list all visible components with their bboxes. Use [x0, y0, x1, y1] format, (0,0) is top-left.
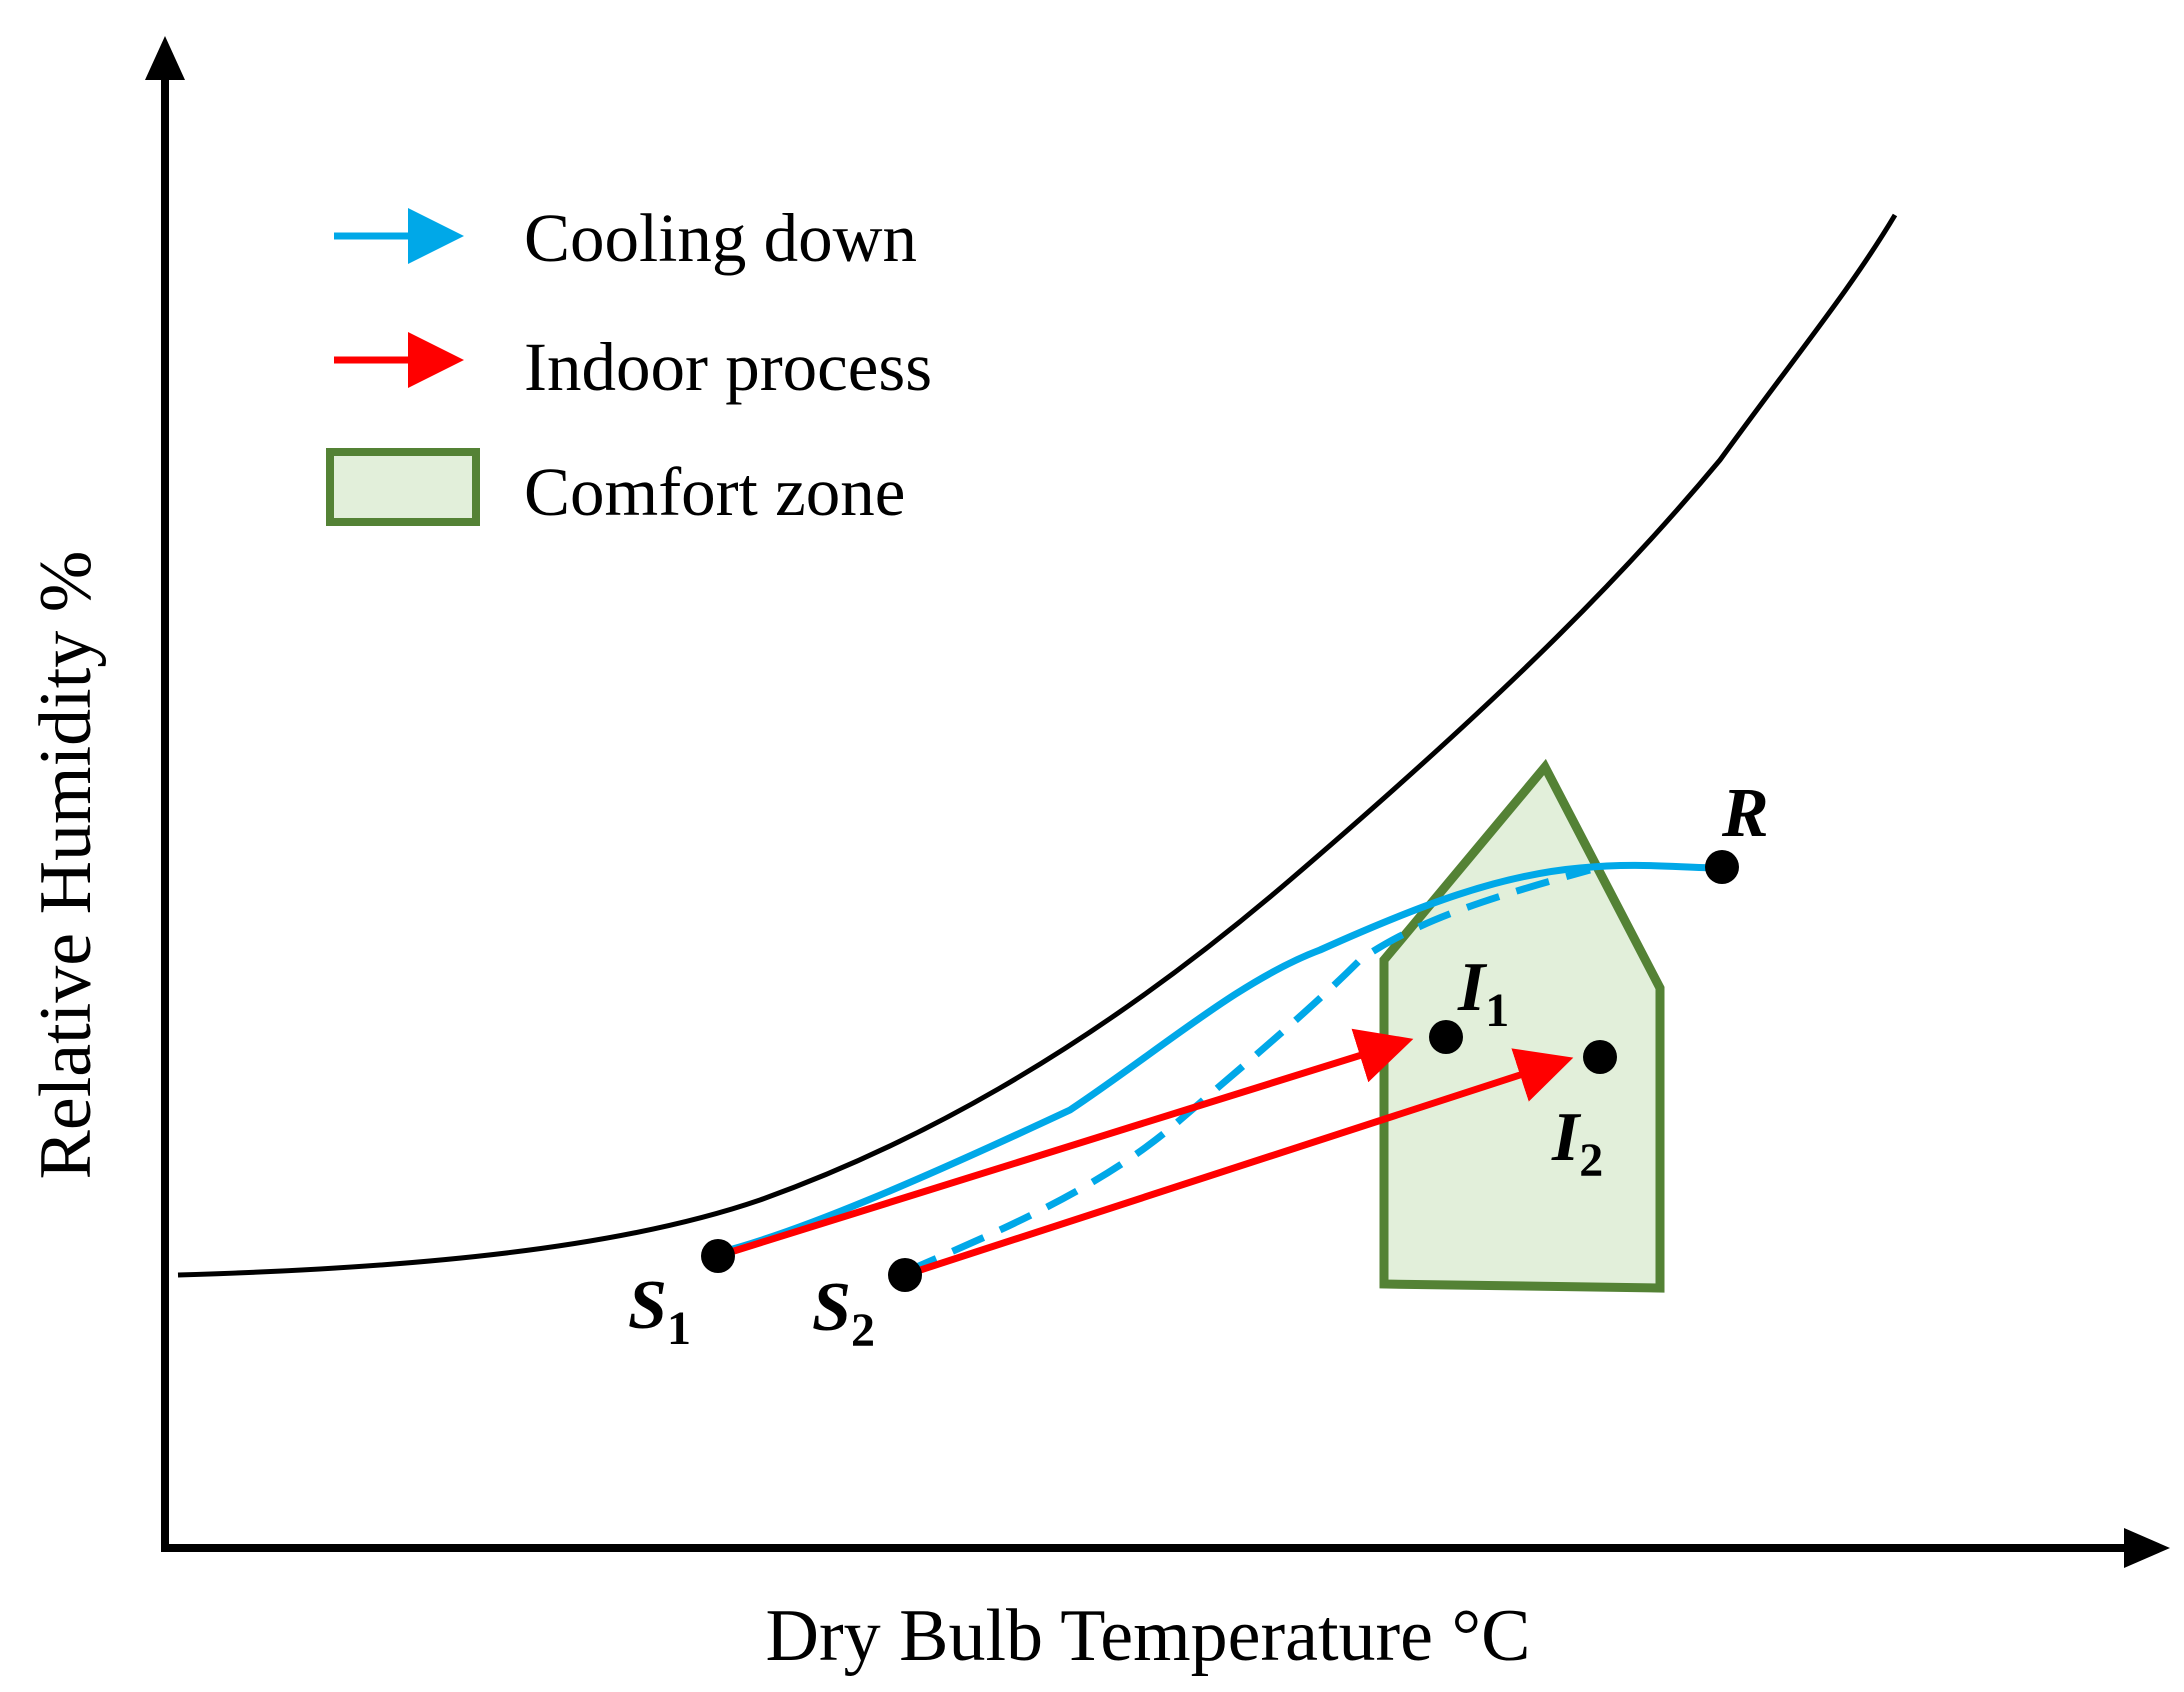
x-axis-arrowhead [2124, 1528, 2170, 1568]
point-i1-label: I1 [1457, 949, 1509, 1037]
legend-item-comfort: Comfort zone [326, 448, 905, 530]
point-i1-marker [1429, 1020, 1463, 1054]
legend-indoor-label: Indoor process [524, 329, 932, 405]
point-r-label: R [1721, 775, 1769, 852]
point-i2-label: I2 [1551, 1099, 1603, 1187]
cooling-path-dashed [903, 866, 1591, 1276]
legend-cooling-label: Cooling down [524, 200, 917, 276]
legend-comfort-swatch-icon [326, 448, 480, 526]
indoor-arrow-s2-i2 [903, 1048, 1574, 1279]
point-i2-marker [1583, 1040, 1617, 1074]
comfort-zone [1379, 758, 1665, 1293]
point-r-marker [1705, 850, 1739, 884]
x-axis-label: Dry Bulb Temperature °C [766, 1595, 1531, 1677]
point-s1-label: S1 [628, 1267, 691, 1355]
legend-item-cooling: Cooling down [334, 200, 917, 276]
point-s1-marker [701, 1239, 735, 1273]
saturation-curve [177, 213, 1898, 1278]
indoor-arrow-s1-i1 [716, 1028, 1414, 1260]
point-s2-marker [888, 1258, 922, 1292]
point-s2-label: S2 [812, 1269, 875, 1357]
y-axis-label: Relative Humidity % [25, 551, 107, 1180]
y-axis-arrowhead [145, 36, 185, 80]
legend-item-indoor: Indoor process [334, 329, 932, 405]
legend: Cooling down Indoor process Comfort zone [326, 200, 932, 530]
axes [145, 36, 2170, 1568]
legend-comfort-label: Comfort zone [524, 454, 905, 530]
